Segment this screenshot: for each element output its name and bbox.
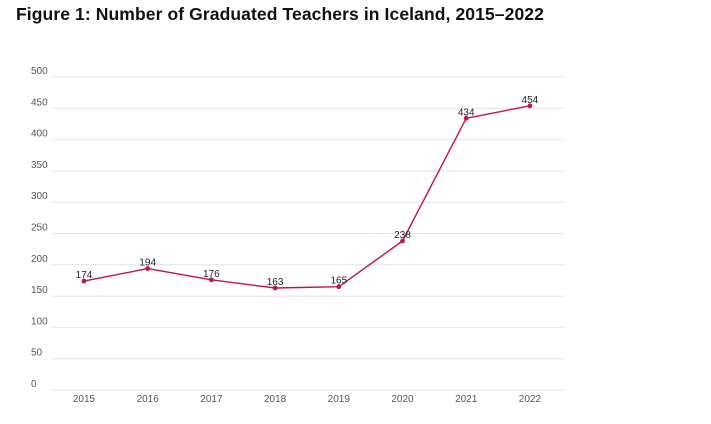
data-label-2017: 176 <box>203 269 220 280</box>
y-tick-label-400: 400 <box>31 129 48 140</box>
y-tick-label-350: 350 <box>31 160 48 171</box>
data-label-2019: 165 <box>330 276 347 287</box>
data-point-2021 <box>463 115 469 121</box>
y-tick-label-100: 100 <box>31 316 48 327</box>
data-point-2019 <box>336 284 342 290</box>
data-label-2016: 194 <box>139 258 156 269</box>
y-tick-label-150: 150 <box>31 285 48 296</box>
y-tick-label-50: 50 <box>31 348 43 359</box>
y-tick-label-0: 0 <box>31 379 37 390</box>
chart-title: Figure 1: Number of Graduated Teachers i… <box>16 4 544 24</box>
data-label-2018: 163 <box>267 277 284 288</box>
data-point-2020 <box>400 238 405 244</box>
series-line-0 <box>83 105 531 289</box>
x-tick-label-2018: 2018 <box>264 394 287 405</box>
data-label-2015: 174 <box>76 270 93 281</box>
gridlines <box>52 76 564 391</box>
x-tick-label-2017: 2017 <box>200 394 223 405</box>
series <box>81 103 533 291</box>
data-label-2020: 238 <box>394 230 411 241</box>
y-tick-label-450: 450 <box>31 97 48 108</box>
x-tick-label-2022: 2022 <box>519 394 542 405</box>
x-axis-ticks: 2015 2016 2017 2018 2019 2020 2021 2022 <box>73 394 542 405</box>
y-tick-label-500: 500 <box>31 66 48 77</box>
x-tick-label-2016: 2016 <box>137 394 160 405</box>
data-labels: 174 194 176 163 165 238 434 454 <box>76 95 539 288</box>
data-point-2017 <box>209 277 214 283</box>
data-point-2022 <box>527 103 533 109</box>
x-tick-label-2020: 2020 <box>391 394 414 405</box>
data-point-2016 <box>145 266 151 271</box>
data-point-2015 <box>81 278 87 284</box>
y-tick-label-300: 300 <box>31 191 48 202</box>
y-tick-label-200: 200 <box>31 254 48 265</box>
x-tick-label-2021: 2021 <box>455 394 478 405</box>
x-tick-label-2019: 2019 <box>328 394 351 405</box>
y-axis-ticks: 0 50 100 150 200 250 300 350 400 450 500 <box>31 66 48 390</box>
data-label-2022: 454 <box>522 95 539 106</box>
x-tick-label-2015: 2015 <box>73 394 96 405</box>
y-tick-label-250: 250 <box>31 223 48 234</box>
data-point-2018 <box>272 285 278 291</box>
data-label-2021: 434 <box>458 107 475 118</box>
